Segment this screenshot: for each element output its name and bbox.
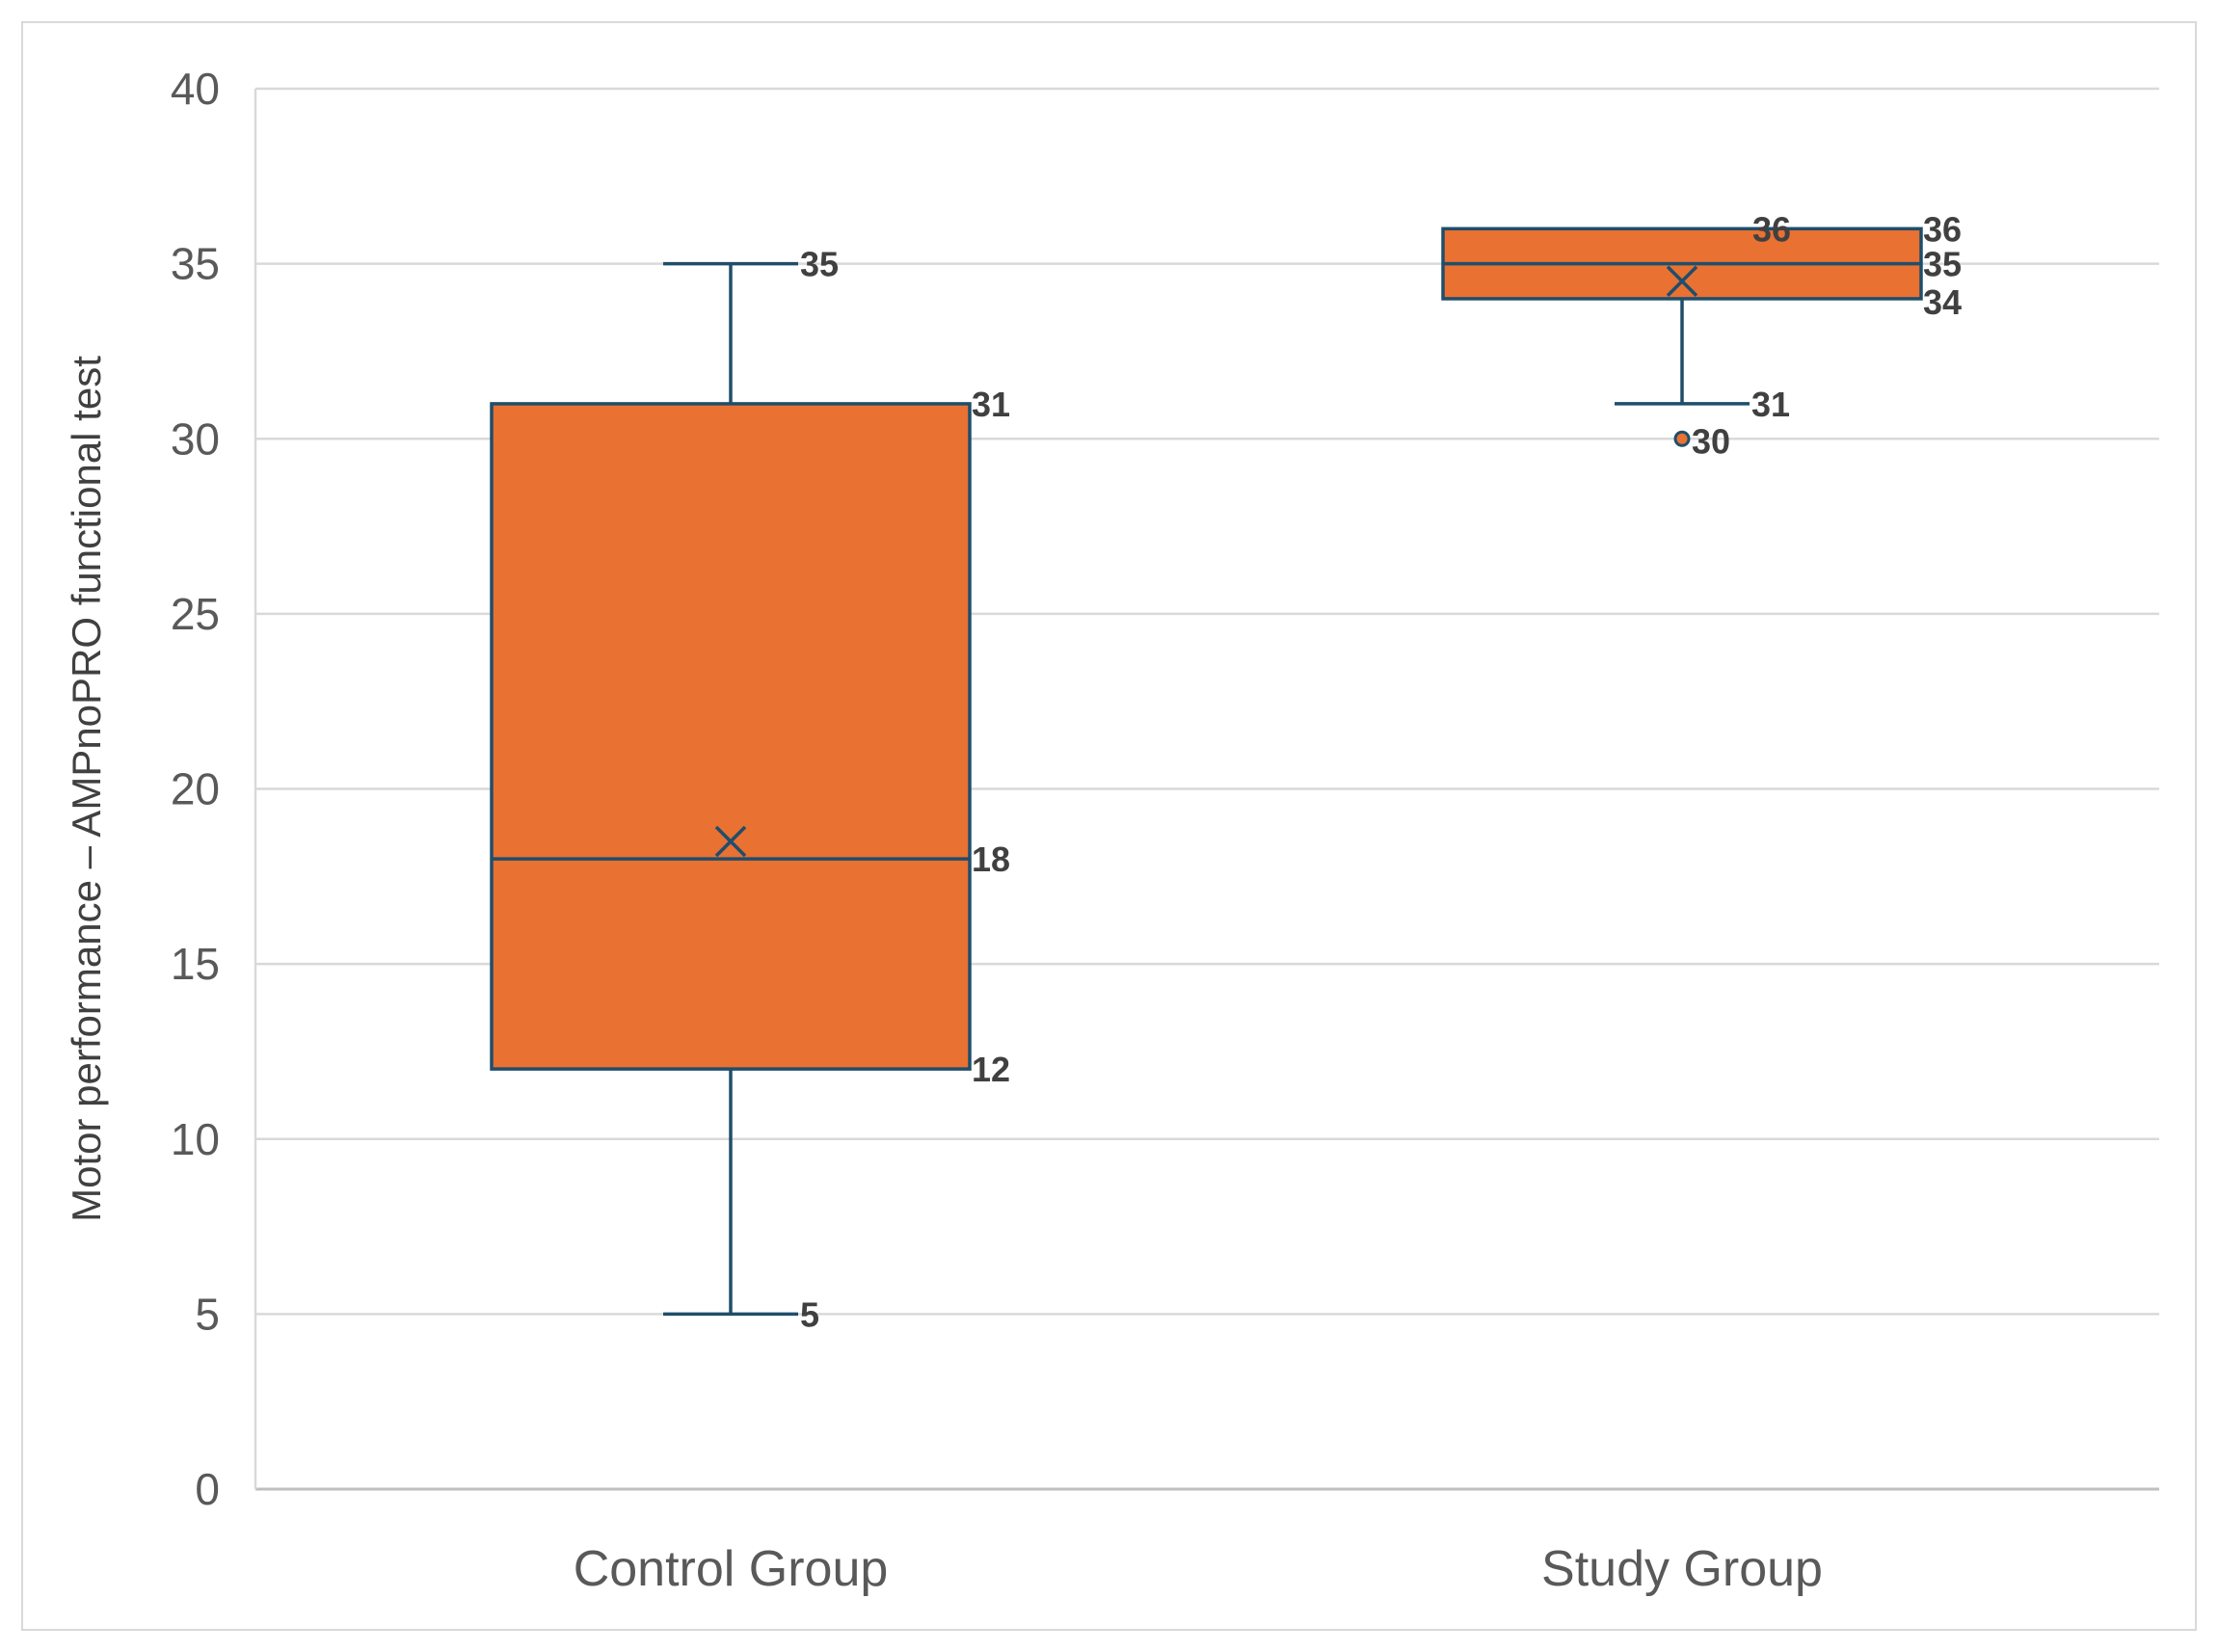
data-label: 35 (1923, 245, 1962, 284)
data-label: 34 (1923, 282, 1962, 322)
data-label: 31 (1751, 385, 1790, 424)
data-label: 5 (800, 1294, 819, 1334)
data-label: 36 (1752, 209, 1791, 249)
x-category-label: Study Group (1541, 1541, 1823, 1597)
gridlines (254, 87, 2159, 1491)
x-axis-categories: Control Group Study Group (574, 1541, 1823, 1597)
y-tick-label: 40 (171, 64, 220, 114)
mean-marker (1666, 265, 1698, 298)
y-axis-ticks: 0 5 10 15 20 25 30 35 40 (171, 64, 220, 1514)
y-tick-label: 25 (171, 589, 220, 639)
data-label: 31 (972, 385, 1010, 424)
mean-marker (714, 825, 747, 858)
y-tick-label: 0 (195, 1464, 220, 1514)
y-tick-label: 10 (171, 1114, 220, 1164)
data-label: 30 (1692, 421, 1730, 461)
data-label: 12 (972, 1050, 1010, 1089)
x-category-label: Control Group (574, 1541, 889, 1597)
y-axis-title: Motor performance – AMPnoPRO functional … (64, 356, 109, 1222)
data-label: 18 (972, 839, 1010, 879)
y-tick-label: 35 (171, 239, 220, 289)
outlier-point (1673, 430, 1691, 447)
y-tick-label: 20 (171, 764, 220, 814)
y-tick-label: 30 (171, 413, 220, 464)
mean-marker-stroke (714, 825, 747, 858)
mean-marker-stroke (1666, 265, 1698, 298)
iqr-box (490, 402, 972, 1071)
y-tick-label: 5 (195, 1289, 220, 1339)
y-tick-label: 15 (171, 939, 220, 989)
box-study-group (1441, 226, 1923, 447)
data-label: 35 (800, 245, 839, 284)
boxes (490, 226, 1923, 1317)
box-control-group (490, 261, 972, 1317)
data-label: 36 (1923, 209, 1962, 249)
